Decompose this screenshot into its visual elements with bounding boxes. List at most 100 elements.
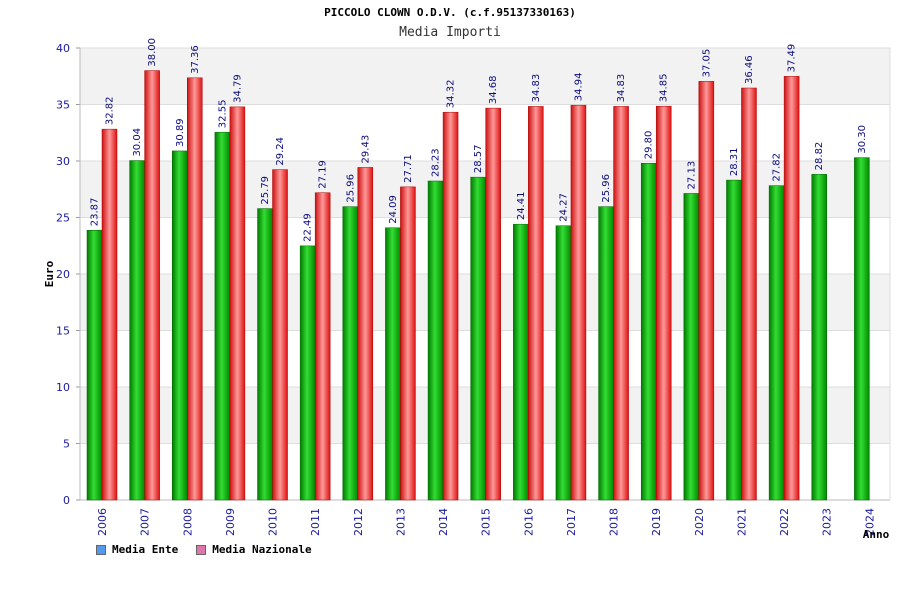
x-tick-label: 2023 xyxy=(821,508,834,536)
bar-media-nazionale xyxy=(314,192,331,501)
y-tick-label: 20 xyxy=(56,268,70,281)
data-label: 32.82 xyxy=(105,96,116,125)
x-tick-label: 2010 xyxy=(267,508,280,536)
y-tick-label: 10 xyxy=(56,381,70,394)
data-label: 34.85 xyxy=(659,74,670,103)
x-tick-label: 2016 xyxy=(522,508,535,536)
x-axis-label: Anno xyxy=(863,528,890,541)
chart-title: PICCOLO CLOWN O.D.V. (c.f.95137330163) xyxy=(324,6,576,19)
legend-label-media-ente: Media Ente xyxy=(112,543,179,556)
y-tick-label: 15 xyxy=(56,325,70,338)
bar-media-ente xyxy=(86,230,103,501)
bar-media-ente xyxy=(726,179,742,501)
bar-media-ente xyxy=(427,180,444,501)
bar-media-nazionale xyxy=(528,106,544,501)
x-tick-label: 2008 xyxy=(181,508,194,536)
bar-media-nazionale xyxy=(442,111,459,501)
data-label: 34.32 xyxy=(446,80,457,109)
y-tick-label: 30 xyxy=(56,155,70,168)
data-label: 27.82 xyxy=(772,153,783,182)
bar-media-ente xyxy=(172,150,188,501)
data-label: 25.79 xyxy=(260,176,271,205)
bar-media-ente xyxy=(129,160,145,501)
bar-media-ente xyxy=(257,208,273,501)
data-label: 34.79 xyxy=(232,74,243,103)
data-label: 28.31 xyxy=(729,147,740,176)
data-label: 30.04 xyxy=(132,128,143,157)
data-label: 25.96 xyxy=(601,174,612,203)
x-tick-label: 2019 xyxy=(650,508,663,536)
data-label: 29.24 xyxy=(275,137,286,166)
data-label: 22.49 xyxy=(303,213,314,242)
bar-media-ente xyxy=(385,227,401,501)
data-label: 37.36 xyxy=(190,45,201,74)
data-label: 29.43 xyxy=(360,135,371,164)
y-tick-label: 0 xyxy=(63,494,70,507)
bar-media-ente xyxy=(598,206,614,501)
chart-subtitle: Media Importi xyxy=(399,25,501,40)
y-tick-label: 5 xyxy=(63,438,70,451)
data-label: 38.00 xyxy=(147,38,158,67)
data-label: 30.30 xyxy=(857,125,868,154)
data-label: 24.27 xyxy=(558,193,569,222)
bar-media-nazionale xyxy=(613,106,629,501)
legend-label-media-nazionale: Media Nazionale xyxy=(212,543,312,556)
x-tick-label: 2015 xyxy=(480,508,493,536)
bar-media-ente xyxy=(768,185,785,501)
x-tick-label: 2014 xyxy=(437,508,450,536)
x-tick-label: 2022 xyxy=(778,508,791,536)
legend-swatch-media-nazionale xyxy=(196,544,207,555)
bar-media-ente xyxy=(513,223,529,501)
data-label: 28.23 xyxy=(431,148,442,177)
x-tick-label: 2021 xyxy=(735,508,748,536)
bar-media-nazionale xyxy=(698,81,715,501)
bar-media-nazionale xyxy=(783,76,800,501)
data-label: 36.46 xyxy=(744,55,755,84)
data-label: 25.96 xyxy=(345,174,356,203)
bars xyxy=(86,70,870,501)
x-tick-label: 2020 xyxy=(693,508,706,536)
y-tick-label: 35 xyxy=(56,99,70,112)
bar-media-nazionale xyxy=(400,186,416,501)
legend: Media Ente Media Nazionale xyxy=(96,543,312,556)
x-tick-label: 2012 xyxy=(352,508,365,536)
x-tick-label: 2024 xyxy=(863,508,876,536)
data-label: 24.09 xyxy=(388,195,399,224)
data-label: 37.49 xyxy=(787,44,798,73)
bar-media-ente xyxy=(470,176,486,501)
data-label: 34.68 xyxy=(488,75,499,104)
data-label: 27.19 xyxy=(318,160,329,189)
bar-media-ente xyxy=(342,206,359,501)
data-label: 30.89 xyxy=(175,118,186,147)
y-tick-labels: 0 5 10 15 20 25 30 35 40 xyxy=(56,42,70,507)
bar-media-ente xyxy=(555,225,572,501)
y-axis-label: Euro xyxy=(43,260,56,287)
x-tick-label: 2009 xyxy=(224,508,237,536)
bar-media-nazionale xyxy=(187,77,203,501)
bar-media-ente xyxy=(854,157,870,501)
x-tick-label: 2011 xyxy=(309,508,322,536)
data-label: 32.55 xyxy=(217,100,228,129)
data-label: 37.05 xyxy=(701,49,712,78)
bar-media-nazionale xyxy=(272,169,288,501)
data-label: 28.82 xyxy=(814,142,825,171)
data-label: 24.41 xyxy=(516,192,527,221)
x-tick-label: 2007 xyxy=(139,508,152,536)
bar-media-nazionale xyxy=(741,87,757,501)
data-label: 29.80 xyxy=(644,131,655,160)
bar-media-ente xyxy=(811,174,827,501)
bar-media-nazionale xyxy=(357,167,374,501)
bar-media-nazionale xyxy=(101,128,118,501)
bar-media-nazionale xyxy=(229,106,246,501)
bar-media-ente xyxy=(299,245,316,501)
data-label: 23.87 xyxy=(90,198,101,227)
bar-media-nazionale xyxy=(570,104,587,501)
data-label: 34.83 xyxy=(531,74,542,103)
x-tick-label: 2013 xyxy=(394,508,407,536)
data-label: 34.83 xyxy=(616,74,627,103)
data-label: 27.13 xyxy=(686,161,697,190)
bar-media-ente xyxy=(640,163,657,501)
legend-item-media-ente: Media Ente xyxy=(96,543,178,556)
data-labels: 23.87 32.82 30.04 38.00 30.89 37.36 32.55 34.79… xyxy=(90,38,868,242)
